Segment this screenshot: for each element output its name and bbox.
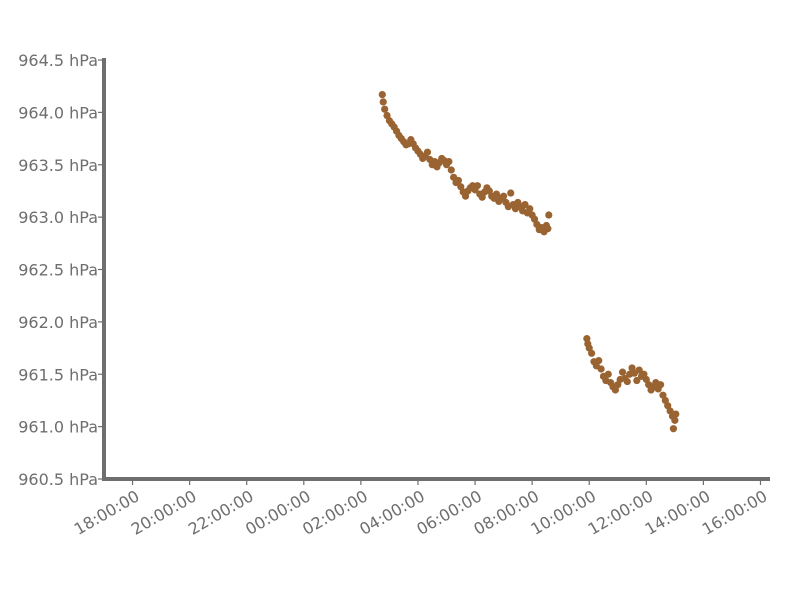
data-point [526, 205, 534, 213]
data-point [633, 376, 641, 385]
y-tick-labels: 960.5 hPa 961.0 hPa 961.5 hPa 962.0 hPa 962.… [18, 51, 98, 489]
data-point [671, 416, 679, 424]
data-point [454, 176, 463, 185]
x-tick-label: 16:00:00 [699, 486, 771, 538]
data-point [447, 166, 455, 174]
data-points [378, 90, 680, 433]
data-point [381, 105, 389, 113]
data-point [507, 189, 515, 197]
data-point [672, 410, 680, 418]
data-point [521, 200, 529, 209]
data-point [656, 381, 665, 389]
data-point [500, 192, 508, 200]
data-point [618, 368, 627, 376]
y-tick-label: 962.5 hPa [18, 261, 98, 280]
x-tick-labels: 18:00:0020:00:0022:00:0000:00:0002:00:00… [71, 486, 771, 538]
data-point [473, 182, 482, 190]
data-point [378, 90, 386, 99]
data-point [669, 425, 678, 433]
y-tick-label: 964.0 hPa [18, 103, 98, 122]
data-point [597, 365, 605, 373]
data-point [379, 98, 387, 106]
data-point [623, 377, 631, 386]
data-point [635, 366, 643, 374]
y-tick-label: 964.5 hPa [18, 51, 98, 70]
data-point [492, 190, 501, 198]
y-tick-label: 963.0 hPa [18, 208, 98, 227]
y-tick-label: 963.5 hPa [18, 156, 98, 175]
data-point [595, 357, 603, 365]
data-point [445, 158, 453, 166]
data-point [604, 370, 612, 378]
data-point [423, 148, 432, 156]
data-point [544, 225, 552, 233]
y-tick-label: 962.0 hPa [18, 313, 98, 332]
y-tick-label: 960.5 hPa [18, 470, 98, 489]
y-tick-label: 961.5 hPa [18, 365, 98, 384]
y-tick-label: 961.0 hPa [18, 418, 98, 437]
y-tick-marks [98, 59, 104, 480]
data-point [545, 211, 553, 219]
data-point [588, 349, 596, 357]
